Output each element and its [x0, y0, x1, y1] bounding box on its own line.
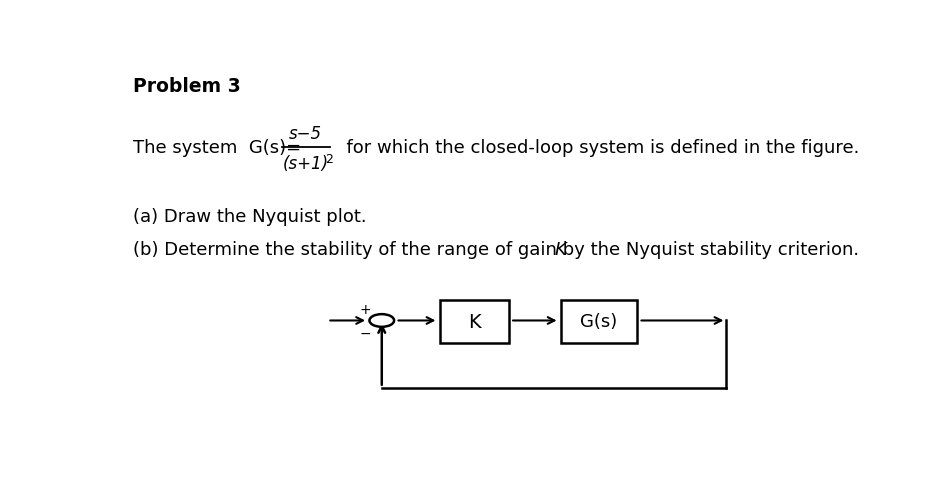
Text: −: −: [359, 326, 371, 340]
Text: (s+1): (s+1): [283, 154, 329, 172]
Bar: [440, 300, 509, 343]
Text: +: +: [359, 302, 371, 317]
Text: by the Nyquist stability criterion.: by the Nyquist stability criterion.: [557, 241, 858, 258]
Text: K: K: [468, 312, 480, 331]
Text: K: K: [554, 241, 566, 258]
Text: The system  G(s)=: The system G(s)=: [133, 138, 301, 156]
Text: Problem 3: Problem 3: [133, 77, 241, 96]
Text: s−5: s−5: [289, 124, 322, 142]
Text: 2: 2: [325, 153, 333, 166]
Text: (b) Determine the stability of the range of gain: (b) Determine the stability of the range…: [133, 241, 563, 258]
Circle shape: [370, 315, 394, 327]
Text: (a) Draw the Nyquist plot.: (a) Draw the Nyquist plot.: [133, 207, 367, 225]
Text: for which the closed-loop system is defined in the figure.: for which the closed-loop system is defi…: [335, 138, 860, 156]
Bar: [561, 300, 637, 343]
Text: G(s): G(s): [580, 313, 618, 331]
